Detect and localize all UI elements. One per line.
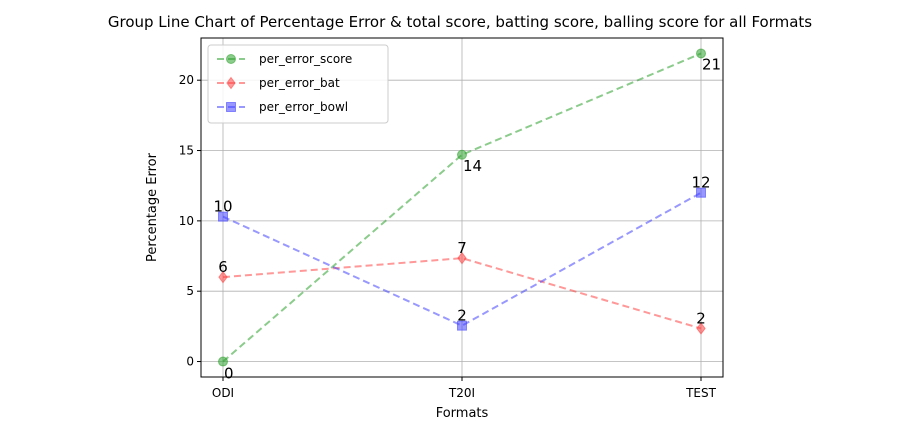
data-point <box>218 211 228 222</box>
legend-label: per_error_bowl <box>259 100 348 114</box>
data-point <box>218 270 228 284</box>
y-tick-label: 15 <box>179 144 194 158</box>
legend-item: per_error_bowl <box>217 100 348 114</box>
legend-marker <box>226 102 236 112</box>
legend-label: per_error_bat <box>259 76 340 90</box>
data-label: 6 <box>218 258 228 276</box>
series-group: 0 14 21 6 7 2 10 2 12 <box>213 48 721 383</box>
series-line <box>222 191 702 327</box>
legend-item: per_error_score <box>217 52 352 66</box>
data-point <box>457 320 467 331</box>
x-tick-label: T20I <box>448 386 475 400</box>
y-tick-label: 5 <box>186 284 194 298</box>
y-tick-label: 0 <box>186 355 194 369</box>
data-label: 2 <box>457 307 467 325</box>
legend-marker <box>226 76 236 90</box>
series-line <box>222 52 702 363</box>
data-label: 14 <box>463 157 482 175</box>
series-per_error_score: 0 14 21 <box>218 48 721 383</box>
data-label: 21 <box>702 55 721 73</box>
series-line <box>222 257 702 330</box>
y-tick-label: 20 <box>179 73 194 87</box>
series-per_error_bowl: 10 2 12 <box>213 174 711 331</box>
legend-marker <box>226 54 236 64</box>
data-point <box>696 48 706 59</box>
x-tick-label: TEST <box>685 386 717 400</box>
data-label: 0 <box>224 365 234 383</box>
data-point <box>696 322 706 335</box>
data-label: 10 <box>213 198 232 216</box>
y-axis-label: Percentage Error <box>145 152 160 262</box>
data-label: 7 <box>457 239 467 257</box>
x-tick-label: ODI <box>212 386 234 400</box>
data-point <box>457 251 467 265</box>
legend-box <box>207 44 389 124</box>
series-per_error_bat: 6 7 2 <box>218 239 706 335</box>
legend-item: per_error_bat <box>217 76 340 90</box>
data-point <box>696 187 706 198</box>
x-axis-label: Formats <box>436 406 489 421</box>
legend-label: per_error_score <box>259 52 352 66</box>
data-point <box>218 356 228 367</box>
data-point <box>457 149 467 160</box>
legend: per_error_score per_error_bat per_error_bo… <box>207 44 389 124</box>
data-label: 2 <box>696 309 706 327</box>
chart-title: Group Line Chart of Percentage Error & t… <box>108 13 812 31</box>
y-tick-label: 10 <box>179 214 194 228</box>
data-label: 12 <box>691 174 710 192</box>
